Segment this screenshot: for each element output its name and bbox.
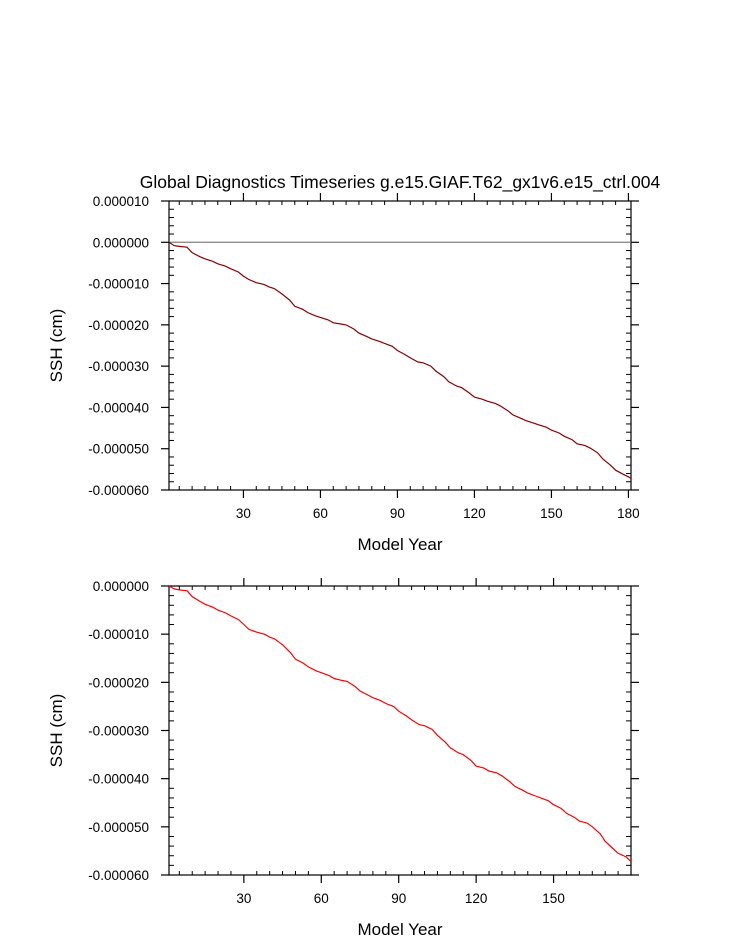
y-tick-label: -0.000010 [88, 627, 149, 642]
series-line-top [168, 241, 632, 479]
y-tick-label: -0.000040 [88, 772, 149, 787]
x-axis-label: Model Year [357, 920, 442, 939]
chart-panel-bottom: 30 60 90 120 150 0.000000 -0.000010 -0.000020 -0… [47, 578, 639, 939]
figure-title: Global Diagnostics Timeseries g.e15.GIAF… [140, 172, 661, 193]
y-tick-label: 0.000000 [93, 235, 149, 250]
chart-panel-top: 30 60 90 120 150 180 0.000010 0.000000 -0.000010… [47, 193, 640, 554]
series-line-bottom [168, 585, 632, 862]
x-tick-label: 30 [236, 506, 251, 521]
x-tick-label: 90 [391, 891, 406, 906]
x-axis-label: Model Year [357, 535, 442, 554]
y-tick-label: -0.000010 [88, 277, 149, 292]
x-tick-label: 120 [465, 891, 488, 906]
y-tick-label: 0.000000 [93, 579, 149, 594]
x-tick-label: 150 [540, 506, 563, 521]
y-tick-label: -0.000030 [88, 359, 149, 374]
y-tick-label: -0.000050 [88, 820, 149, 835]
y-tick-label: -0.000040 [88, 400, 149, 415]
y-tick-label: -0.000060 [88, 868, 149, 883]
x-tick-label: 90 [390, 506, 405, 521]
y-axis-label: SSH (cm) [47, 694, 66, 768]
plot-frame [168, 585, 632, 876]
x-tick-label: 120 [463, 506, 486, 521]
x-tick-label: 60 [313, 506, 328, 521]
plot-frame [168, 200, 632, 491]
x-tick-label: 180 [617, 506, 640, 521]
x-tick-label: 150 [542, 891, 565, 906]
x-tick-label: 30 [236, 891, 251, 906]
y-tick-label: -0.000060 [88, 483, 149, 498]
y-tick-label: -0.000020 [88, 675, 149, 690]
y-tick-label: -0.000050 [88, 442, 149, 457]
y-tick-label: -0.000030 [88, 724, 149, 739]
y-tick-label: -0.000020 [88, 318, 149, 333]
y-axis-label: SSH (cm) [47, 309, 66, 383]
x-tick-label: 60 [314, 891, 329, 906]
y-tick-label: 0.000010 [93, 194, 149, 209]
